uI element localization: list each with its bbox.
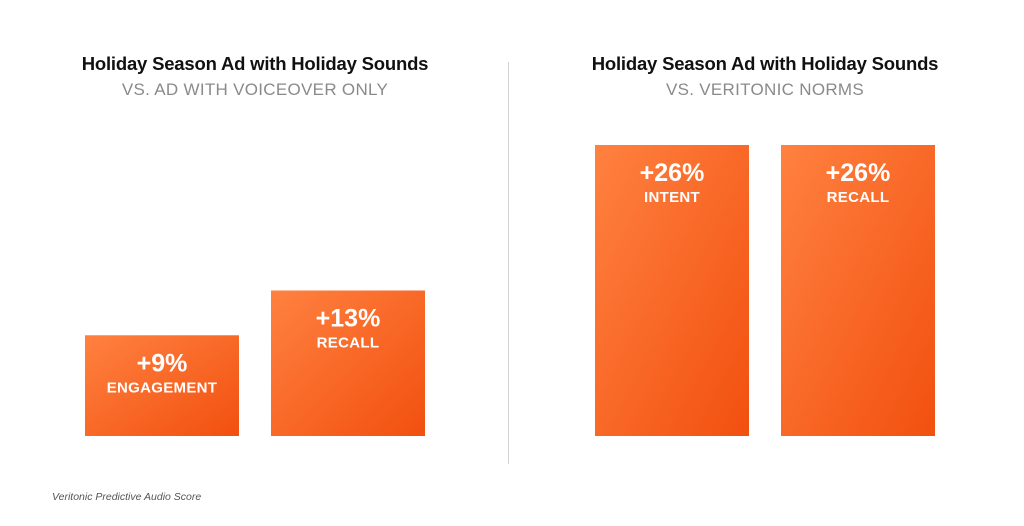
left-chart-panel: Holiday Season Ad with Holiday Sounds VS… — [5, 0, 505, 526]
left-chart-subtitle: VS. AD WITH VOICEOVER ONLY — [121, 80, 389, 99]
bar-category-label-engagement: ENGAGEMENT — [107, 379, 218, 396]
bar-category-label-intent: INTENT — [644, 189, 700, 206]
bar-engagement — [85, 335, 239, 436]
right-chart-subtitle: VS. VERITONIC NORMS — [665, 80, 865, 99]
panel-divider — [508, 62, 509, 464]
bar-value-label-recall: +13% — [316, 305, 381, 333]
bar-value-label-engagement: +9% — [137, 349, 188, 377]
right-bar-chart: +26% INTENT +26% RECALL — [595, 145, 935, 436]
bar-category-label-recall: RECALL — [317, 335, 380, 352]
left-chart-title: Holiday Season Ad with Holiday Sounds — [81, 53, 429, 74]
right-chart-title: Holiday Season Ad with Holiday Sounds — [591, 53, 939, 74]
right-chart-panel: Holiday Season Ad with Holiday Sounds VS… — [515, 0, 1015, 526]
bar-value-label-recall: +26% — [826, 159, 891, 187]
bar-value-label-intent: +26% — [640, 159, 705, 187]
left-bar-chart: +9% ENGAGEMENT +13% RECALL — [85, 290, 425, 436]
bar-recall — [271, 290, 425, 436]
bar-category-label-recall: RECALL — [827, 189, 890, 206]
bar-intent — [595, 145, 749, 436]
bar-recall — [781, 145, 935, 436]
footnote: Veritonic Predictive Audio Score — [52, 491, 202, 503]
